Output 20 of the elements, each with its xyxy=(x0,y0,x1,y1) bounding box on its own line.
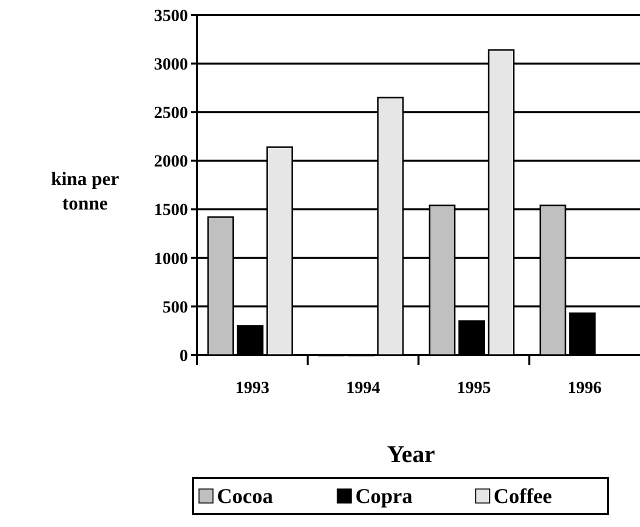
y-axis-title: kina per tonne xyxy=(50,169,120,215)
y-tick-label: 1000 xyxy=(154,248,188,268)
bar xyxy=(236,325,264,356)
y-tick-label: 2500 xyxy=(154,103,188,122)
bar xyxy=(458,320,485,356)
bar xyxy=(569,312,596,356)
y-tick-label: 500 xyxy=(162,297,188,316)
x-axis-title: Year xyxy=(387,442,436,468)
x-tick-label: 1993 xyxy=(235,378,270,397)
y-tick-label: 2000 xyxy=(154,152,188,171)
x-tick-label: 1995 xyxy=(456,378,491,397)
x-tick-label: 1994 xyxy=(346,378,381,397)
y-tick-label: 0 xyxy=(180,346,188,365)
y-tick-label: 3000 xyxy=(154,54,188,74)
legend-label: Copra xyxy=(355,484,413,508)
legend-label: Cocoa xyxy=(217,484,274,508)
legend-label: Coffee xyxy=(494,484,552,508)
y-tick-label: 1500 xyxy=(154,200,188,220)
x-tick-label: 1996 xyxy=(568,378,602,397)
y-tick-label: 3500 xyxy=(154,6,188,25)
